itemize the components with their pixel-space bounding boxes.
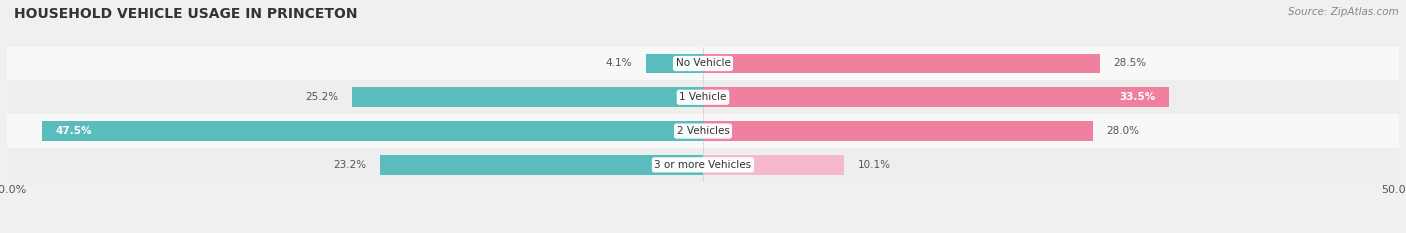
Text: 28.5%: 28.5% bbox=[1114, 58, 1147, 69]
Text: 25.2%: 25.2% bbox=[305, 92, 339, 102]
Bar bbox=[703, 54, 1099, 73]
Bar bbox=[7, 80, 1399, 114]
Text: HOUSEHOLD VEHICLE USAGE IN PRINCETON: HOUSEHOLD VEHICLE USAGE IN PRINCETON bbox=[14, 7, 357, 21]
Text: 1 Vehicle: 1 Vehicle bbox=[679, 92, 727, 102]
Text: 3 or more Vehicles: 3 or more Vehicles bbox=[654, 160, 752, 170]
Bar bbox=[42, 121, 703, 141]
Text: 23.2%: 23.2% bbox=[333, 160, 366, 170]
Bar bbox=[7, 47, 1399, 80]
Bar bbox=[7, 148, 1399, 182]
Text: 28.0%: 28.0% bbox=[1107, 126, 1140, 136]
Text: 33.5%: 33.5% bbox=[1119, 92, 1156, 102]
Bar bbox=[703, 121, 1092, 141]
Text: 10.1%: 10.1% bbox=[858, 160, 890, 170]
Bar bbox=[645, 54, 703, 73]
Bar bbox=[353, 87, 703, 107]
Bar bbox=[703, 87, 1170, 107]
Bar bbox=[380, 155, 703, 175]
Text: No Vehicle: No Vehicle bbox=[675, 58, 731, 69]
Bar bbox=[7, 114, 1399, 148]
Text: Source: ZipAtlas.com: Source: ZipAtlas.com bbox=[1288, 7, 1399, 17]
Text: 47.5%: 47.5% bbox=[56, 126, 93, 136]
Text: 2 Vehicles: 2 Vehicles bbox=[676, 126, 730, 136]
Bar bbox=[703, 155, 844, 175]
Text: 4.1%: 4.1% bbox=[606, 58, 633, 69]
